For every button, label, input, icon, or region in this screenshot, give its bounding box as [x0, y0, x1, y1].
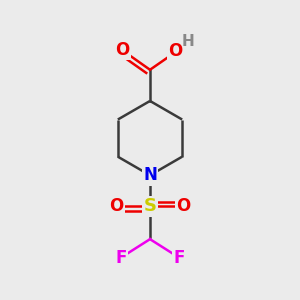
Text: O: O [168, 42, 182, 60]
Text: O: O [115, 41, 130, 59]
Text: O: O [176, 197, 190, 215]
Text: H: H [182, 34, 194, 49]
Text: N: N [143, 166, 157, 184]
Text: F: F [173, 249, 185, 267]
Text: F: F [115, 249, 127, 267]
Text: O: O [110, 197, 124, 215]
Text: S: S [143, 197, 157, 215]
